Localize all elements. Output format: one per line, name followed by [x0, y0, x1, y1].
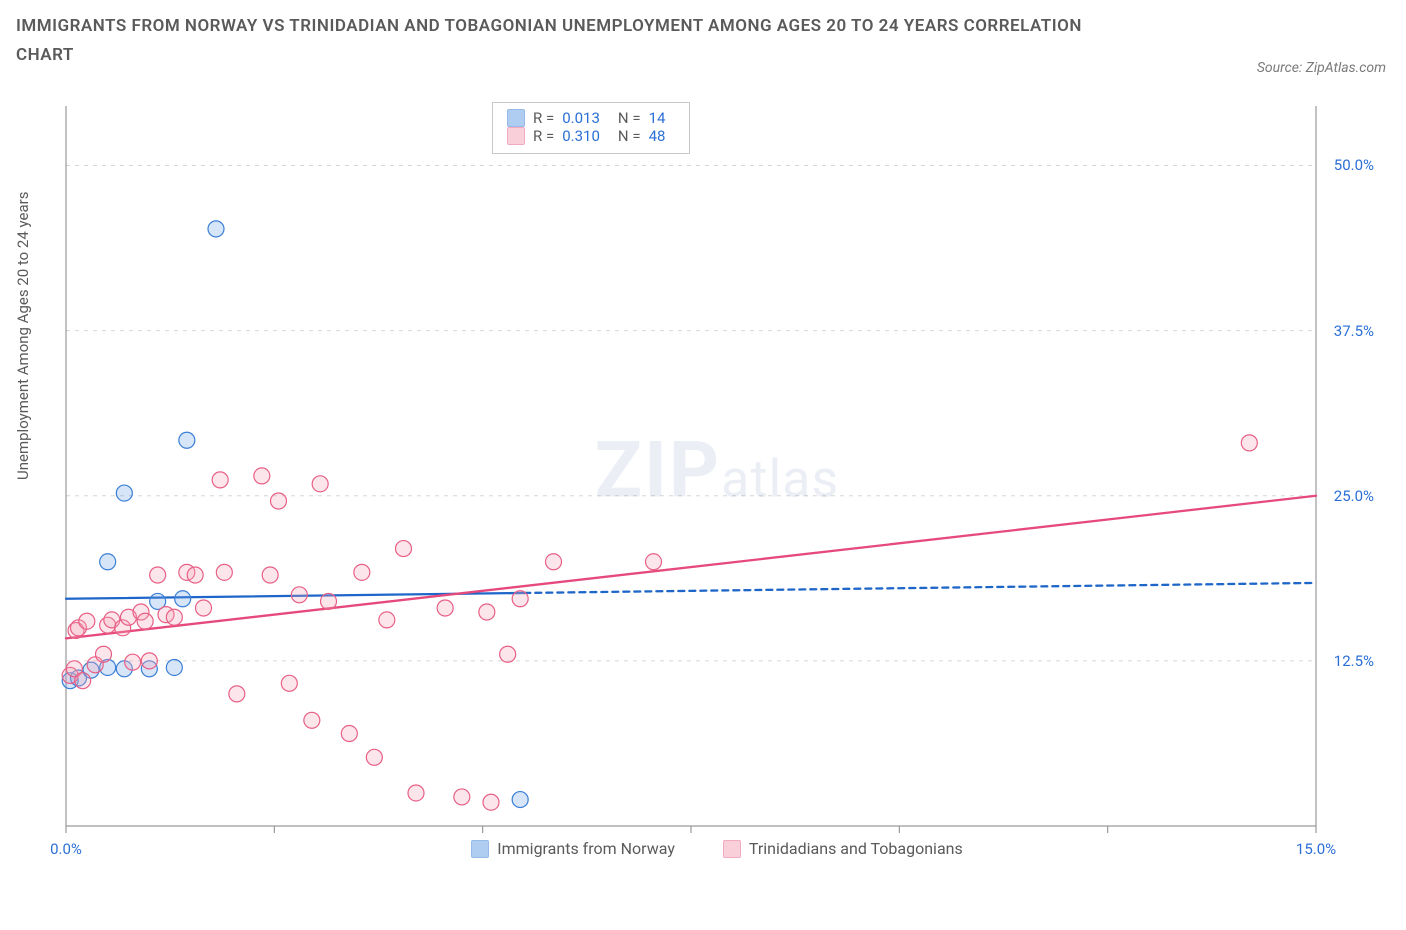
stats-r-value: 0.013	[562, 109, 606, 127]
plot-area: ZIPatlas R =0.013 N =14R =0.310 N =48 12…	[52, 100, 1382, 860]
legend-swatch	[471, 840, 489, 858]
stats-n-value: 14	[649, 109, 675, 127]
correlation-stats-box: R = 0.013 N = 14 R = 0.310 N = 48	[492, 102, 690, 154]
y-tick-label: 50.0%	[1334, 156, 1374, 174]
chart-title: IMMIGRANTS FROM NORWAY VS TRINIDADIAN AN…	[16, 12, 1116, 70]
source-name: ZipAtlas.com	[1306, 60, 1386, 76]
stats-n-label: N =	[614, 109, 640, 127]
stats-r-label: R =	[533, 109, 554, 127]
source-attribution: Source: ZipAtlas.com	[1257, 60, 1386, 76]
legend-label: Immigrants from Norway	[497, 839, 675, 858]
bottom-legend: Immigrants from Norway Trinidadians and T…	[52, 839, 1382, 858]
y-tick-label: 25.0%	[1334, 487, 1374, 505]
stats-swatch	[507, 109, 525, 127]
legend-item: Immigrants from Norway	[471, 839, 675, 858]
scatter-plot-svg	[52, 100, 1382, 860]
stats-r-value: 0.310	[562, 127, 606, 145]
legend-item: Trinidadians and Tobagonians	[723, 839, 963, 858]
stats-row: R = 0.013 N = 14	[507, 109, 675, 127]
legend-swatch	[723, 840, 741, 858]
stats-n-value: 48	[649, 127, 675, 145]
y-tick-label: 37.5%	[1334, 322, 1374, 340]
y-axis-label: Unemployment Among Ages 20 to 24 years	[14, 192, 32, 480]
legend-label: Trinidadians and Tobagonians	[749, 839, 963, 858]
stats-r-label: R =	[533, 127, 554, 145]
source-label: Source:	[1257, 60, 1306, 76]
y-tick-label: 12.5%	[1334, 652, 1374, 670]
stats-row: R = 0.310 N = 48	[507, 127, 675, 145]
stats-swatch	[507, 127, 525, 145]
stats-n-label: N =	[614, 127, 640, 145]
